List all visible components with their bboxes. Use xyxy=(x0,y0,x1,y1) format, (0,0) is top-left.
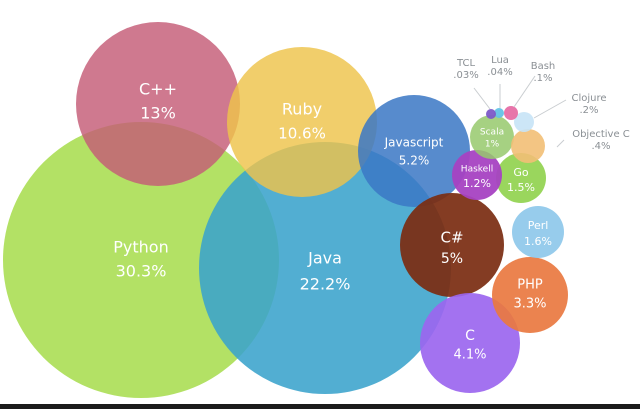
callout-leaders-layer xyxy=(473,75,567,148)
leader-line-tcl xyxy=(473,87,491,110)
bubble-share-c: 4.1% xyxy=(453,348,486,363)
bubble-name-lua: Lua xyxy=(491,55,509,66)
bubble-share-scala: 1% xyxy=(485,140,500,150)
bubble-name-bash: Bash xyxy=(531,61,556,72)
bubble-name-go: Go xyxy=(513,166,529,179)
bubble-name-ruby: Ruby xyxy=(282,100,322,119)
bubble-share-go: 1.5% xyxy=(507,181,535,194)
bubble-share-bash: .1% xyxy=(533,73,552,84)
bubble-share-perl: 1.6% xyxy=(524,235,552,248)
bubble-share-haskell: 1.2% xyxy=(463,177,491,190)
bubble-c xyxy=(420,293,520,393)
bubble-share-javascript: 5.2% xyxy=(399,154,430,168)
bubble-name-java: Java xyxy=(307,249,342,268)
bubble-share-php: 3.3% xyxy=(513,297,546,312)
bubble-name-php: PHP xyxy=(517,278,543,293)
bubble-name-clojure: Clojure xyxy=(571,93,606,104)
bubble-name-perl: Perl xyxy=(528,219,549,232)
bubble-name-haskell: Haskell xyxy=(461,165,493,175)
bottom-edge-strip xyxy=(0,404,640,409)
bubbles-layer xyxy=(3,22,568,398)
bubble-scala xyxy=(470,115,514,159)
bubble-c xyxy=(400,193,504,297)
bubble-share-c: 5% xyxy=(441,251,463,267)
bubble-tcl xyxy=(486,109,496,119)
bubble-name-scala: Scala xyxy=(480,128,504,138)
leader-line-clojure xyxy=(533,99,567,119)
bubble-javascript xyxy=(358,95,470,207)
bubble-share-clojure: .2% xyxy=(579,105,598,116)
bubble-php xyxy=(492,257,568,333)
bubble-share-lua: .04% xyxy=(487,67,512,78)
bubble-name-objective-c: Objective C xyxy=(572,129,630,140)
bubble-bash xyxy=(504,106,518,120)
bubble-name-c: C++ xyxy=(139,80,177,99)
bubble-name-javascript: Javascript xyxy=(384,136,444,150)
bubble-share-tcl: .03% xyxy=(453,70,478,81)
leader-line-objective-c xyxy=(556,139,565,148)
bubble-objective-c xyxy=(511,129,545,163)
bubble-name-c: C xyxy=(465,328,475,344)
bubble-share-java: 22.2% xyxy=(300,275,351,294)
bubble-java xyxy=(199,142,451,394)
labels-layer: Python 30.3% Java 22.2% C++ 13% Ruby 10.6% Javas… xyxy=(113,55,630,363)
bubble-name-tcl: TCL xyxy=(456,58,476,69)
bubble-share-c: 13% xyxy=(140,104,176,123)
bubble-lua xyxy=(494,108,504,118)
bubble-clojure xyxy=(514,112,534,132)
bubble-share-python: 30.3% xyxy=(116,262,167,281)
bubble-share-objective-c: .4% xyxy=(591,141,610,152)
bubble-haskell xyxy=(452,150,502,200)
bubble-name-python: Python xyxy=(113,238,168,257)
bubble-ruby xyxy=(227,47,377,197)
leader-line-bash xyxy=(513,75,536,108)
bubble-name-c: C# xyxy=(440,229,463,247)
bubble-python xyxy=(3,122,279,398)
bubble-go xyxy=(496,153,546,203)
bubble-c xyxy=(76,22,240,186)
bubble-perl xyxy=(512,206,564,258)
bubble-share-ruby: 10.6% xyxy=(278,125,326,143)
